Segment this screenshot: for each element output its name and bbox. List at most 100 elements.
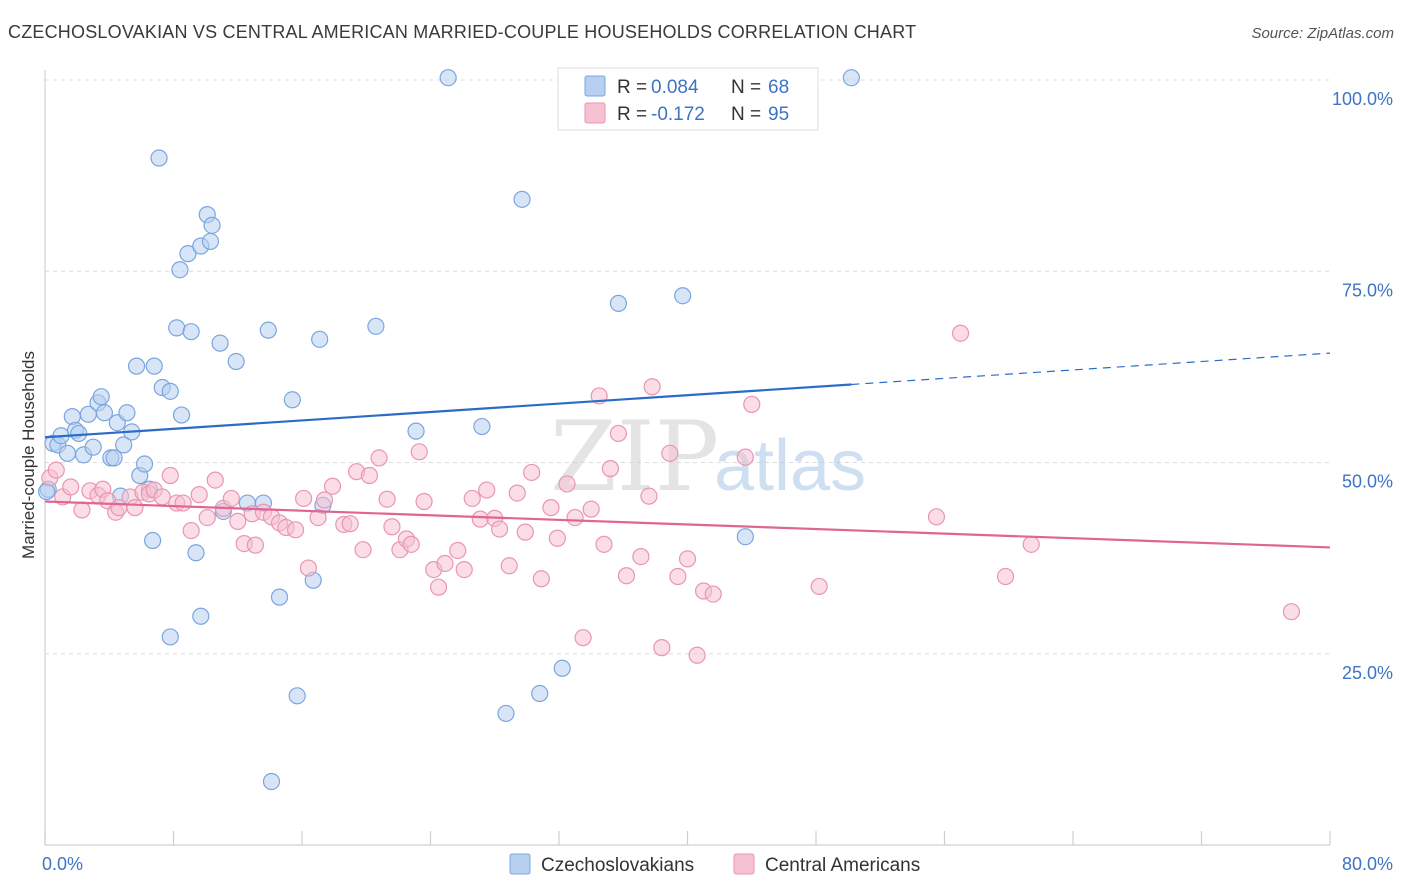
data-point <box>601 460 620 478</box>
series-central-americans-points <box>41 324 1301 664</box>
data-point <box>311 330 329 348</box>
data-point <box>508 484 526 502</box>
data-point <box>360 466 379 485</box>
stats-r-label-1: R = <box>617 104 647 125</box>
data-point <box>1282 603 1301 621</box>
data-point <box>669 567 687 586</box>
data-point <box>283 391 301 409</box>
data-point <box>383 518 401 536</box>
data-point <box>566 508 584 527</box>
stats-r-label-0: R = <box>617 77 647 98</box>
data-point <box>118 404 136 422</box>
data-point <box>150 149 168 167</box>
data-point <box>609 424 628 443</box>
data-point <box>951 324 970 342</box>
data-point <box>127 357 146 375</box>
data-point <box>206 471 224 489</box>
data-point <box>354 541 372 559</box>
data-point <box>558 475 576 493</box>
data-point <box>246 536 265 554</box>
data-point <box>500 557 518 575</box>
data-point <box>309 508 327 527</box>
data-point <box>471 510 489 528</box>
data-point <box>295 489 313 508</box>
data-point <box>574 629 592 647</box>
data-point <box>286 521 305 539</box>
data-point <box>341 515 359 533</box>
x-tick-label-min: 0.0% <box>42 854 83 874</box>
data-point <box>439 69 457 87</box>
data-point <box>1022 535 1040 553</box>
stats-swatch-central-americans <box>584 102 606 124</box>
data-point <box>927 508 946 526</box>
trend-lines <box>44 352 1331 549</box>
data-point <box>595 535 613 553</box>
data-point <box>678 550 697 568</box>
y-tick-label: 25.0% <box>1342 663 1393 683</box>
data-point <box>105 449 123 467</box>
data-point <box>497 704 515 723</box>
trend-line-extension-0 <box>851 352 1331 386</box>
data-point <box>449 541 467 560</box>
data-point <box>174 494 192 512</box>
stats-n-label-0: N = <box>731 77 761 98</box>
data-point <box>553 659 571 677</box>
data-point <box>179 245 197 263</box>
y-tick-label: 75.0% <box>1342 280 1393 300</box>
data-point <box>227 352 245 371</box>
data-point <box>429 578 448 596</box>
data-point <box>259 321 277 339</box>
data-point <box>688 646 706 664</box>
data-point <box>617 567 636 585</box>
data-point <box>84 438 102 456</box>
data-point <box>58 444 77 462</box>
data-point <box>542 499 560 517</box>
data-point <box>47 461 65 479</box>
data-point <box>73 501 91 519</box>
data-point <box>436 554 454 573</box>
watermark: ZIP atlas <box>550 401 866 513</box>
data-point <box>315 491 334 509</box>
data-point <box>531 684 549 703</box>
data-point <box>153 488 171 506</box>
data-point <box>161 628 179 646</box>
data-point <box>168 319 186 337</box>
data-point <box>171 261 189 279</box>
data-point <box>182 323 200 341</box>
data-point <box>190 486 208 504</box>
stats-swatch-czechoslovakians <box>584 75 606 97</box>
data-point <box>70 424 88 443</box>
watermark-zip: ZIP <box>550 401 719 513</box>
y-tick-label: 100.0% <box>1332 89 1393 109</box>
chart-title: CZECHOSLOVAKIAN VS CENTRAL AMERICAN MARR… <box>8 22 916 42</box>
data-point <box>229 512 247 531</box>
data-point <box>299 559 318 577</box>
x-tick-label-max: 80.0% <box>1342 854 1393 874</box>
data-point <box>161 382 179 400</box>
data-point <box>653 639 671 657</box>
data-point <box>674 287 692 305</box>
y-axis-label: Married-couple Households <box>19 351 38 559</box>
legend-swatch-czechoslovakians <box>509 853 531 875</box>
stats-n-value-1: 95 <box>768 104 789 125</box>
stats-legend: R = 0.084 N = 68 R = -0.172 N = 95 <box>557 67 819 131</box>
x-tick-marks <box>44 831 1331 845</box>
data-point <box>270 588 289 606</box>
data-point <box>842 69 860 87</box>
series-legend: Czechoslovakians Central Americans <box>509 853 920 876</box>
data-point <box>203 216 221 234</box>
stats-n-value-0: 68 <box>768 77 789 98</box>
data-point <box>743 395 761 413</box>
data-point <box>996 567 1015 586</box>
y-tick-label: 50.0% <box>1342 472 1393 492</box>
data-point <box>402 535 420 553</box>
data-point <box>198 508 216 527</box>
data-point <box>640 487 658 505</box>
data-point <box>463 489 481 508</box>
data-point <box>126 499 144 517</box>
trend-line-1 <box>44 500 1331 549</box>
data-point <box>582 500 600 518</box>
stats-r-value-0: 0.084 <box>651 77 699 98</box>
data-point <box>182 521 200 540</box>
data-point <box>513 190 531 208</box>
